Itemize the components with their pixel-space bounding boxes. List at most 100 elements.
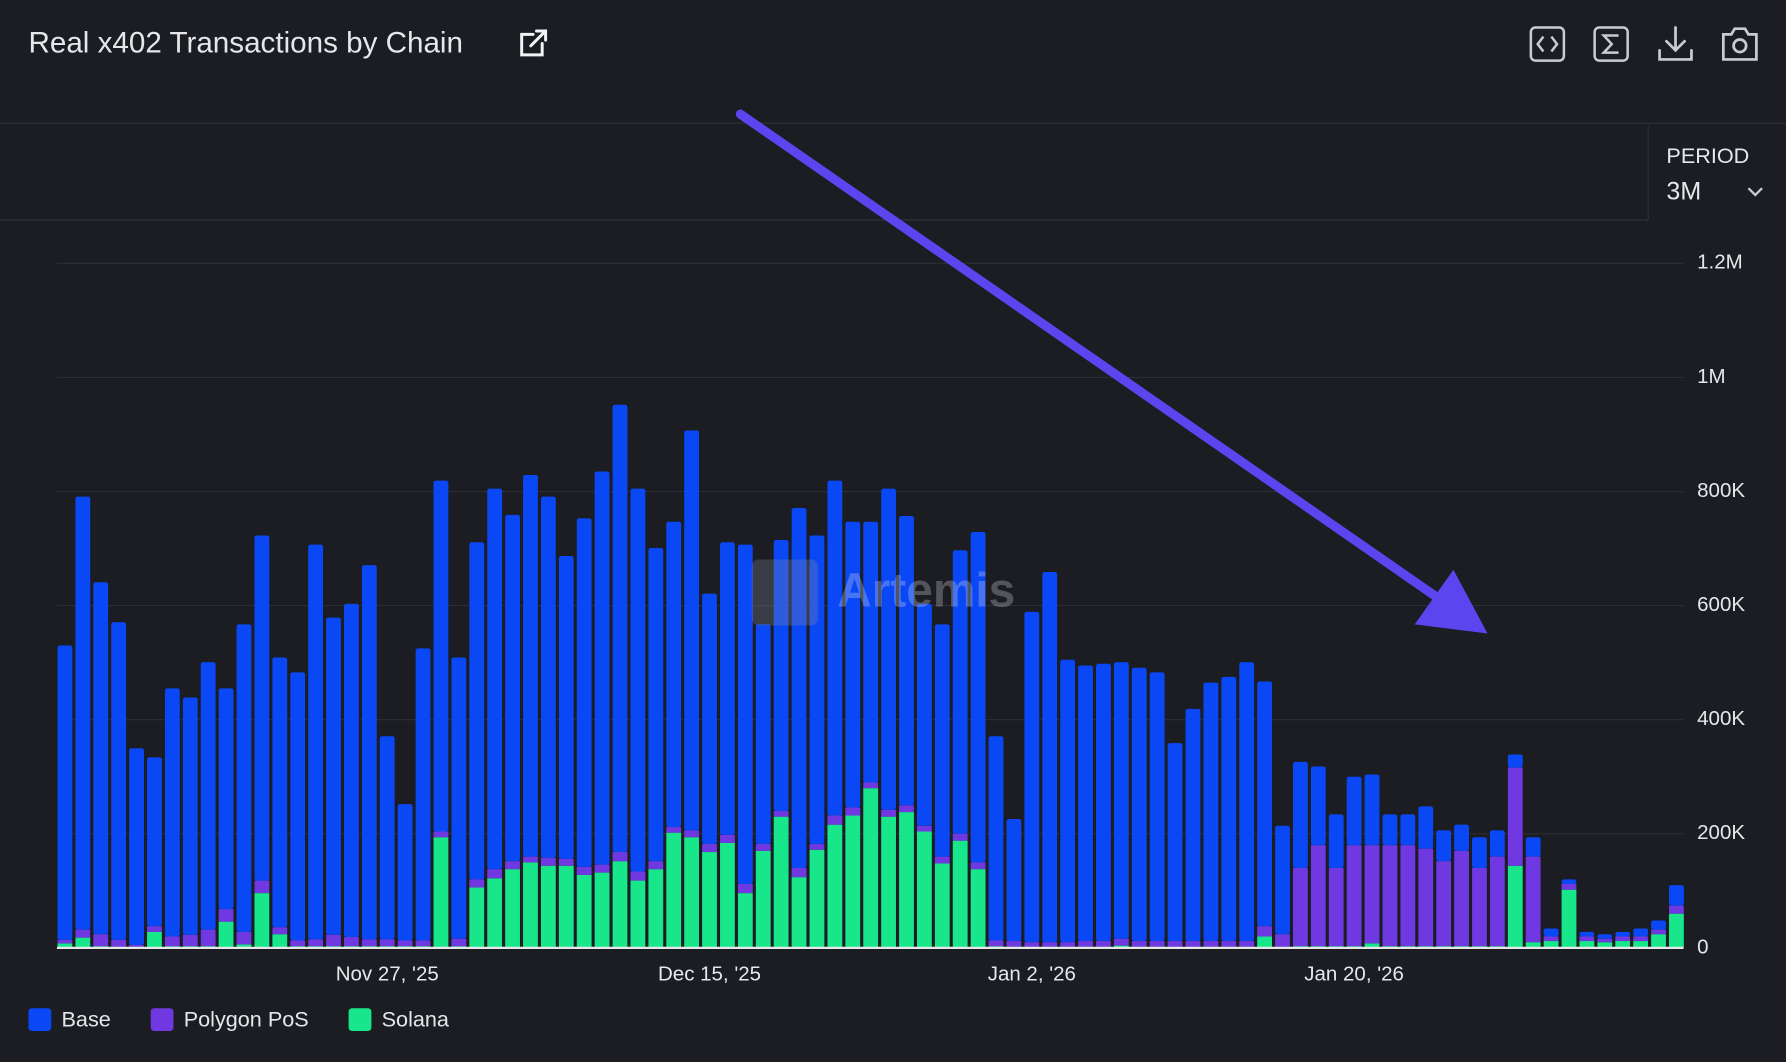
bar-segment <box>1615 931 1631 937</box>
bar-segment <box>1418 806 1434 849</box>
bar-segment <box>863 788 879 948</box>
bar-segment <box>1131 667 1147 942</box>
download-icon[interactable] <box>1658 26 1693 61</box>
x-tick-label: Jan 2, '26 <box>988 963 1076 986</box>
bar-segment <box>1454 850 1469 947</box>
bar-segment <box>1239 941 1255 947</box>
camera-icon[interactable] <box>1721 27 1758 61</box>
bar-segment <box>1525 837 1541 857</box>
bar-segment <box>845 815 861 948</box>
bar-segment <box>1579 931 1595 937</box>
bar-segment <box>254 880 270 894</box>
bar-segment <box>1257 926 1273 937</box>
bar-segment <box>1042 571 1058 943</box>
bar-segment <box>1310 766 1326 846</box>
bar-segment <box>1203 682 1219 942</box>
x-tick-label: Nov 27, '25 <box>336 963 439 986</box>
bar-segment <box>505 861 520 870</box>
bar-segment <box>308 544 324 940</box>
bar-segment <box>200 662 216 930</box>
bar-segment <box>75 937 91 948</box>
bar-segment <box>666 826 682 833</box>
bar-segment <box>1221 676 1237 942</box>
bar-segment <box>1669 905 1684 914</box>
bar-segment <box>218 921 234 948</box>
bar-segment <box>540 865 556 948</box>
watermark-logo <box>751 559 818 626</box>
bar-segment <box>720 842 735 948</box>
bar-segment <box>809 849 825 948</box>
bar-segment <box>737 883 753 894</box>
bar-segment <box>1400 845 1416 947</box>
bar-segment <box>899 516 914 806</box>
bar-segment <box>164 936 180 947</box>
bar-segment <box>1346 845 1362 947</box>
bar-segment <box>1436 861 1452 947</box>
bar-segment <box>1382 814 1398 846</box>
bar-segment <box>737 544 753 884</box>
legend-item[interactable]: Solana <box>348 1007 450 1032</box>
bar-segment <box>290 672 306 941</box>
bar-segment <box>254 535 270 881</box>
bar-segment <box>827 480 843 816</box>
bar-segment <box>916 825 932 832</box>
bar-segment <box>845 807 861 816</box>
chart-title: Real x402 Transactions by Chain <box>28 26 463 59</box>
external-link-icon[interactable] <box>520 29 548 57</box>
bar-segment <box>272 657 288 928</box>
embed-icon[interactable] <box>1529 26 1566 62</box>
period-value[interactable]: 3M <box>1666 177 1701 205</box>
bar-segment <box>934 856 950 864</box>
bar-segment <box>540 496 556 858</box>
bar-segment <box>236 624 252 932</box>
bar-segment <box>75 929 91 938</box>
bar-segment <box>970 532 986 863</box>
sum-icon[interactable] <box>1593 26 1629 62</box>
bar-segment <box>164 688 180 937</box>
bar-segment <box>988 736 1004 941</box>
y-tick-label: 0 <box>1697 935 1708 958</box>
bar-segment <box>1060 942 1076 947</box>
bar-segment <box>630 880 646 948</box>
legend-item[interactable]: Base <box>28 1007 111 1032</box>
bar-segment <box>1257 936 1273 948</box>
bar-segment <box>1006 941 1022 947</box>
bar-segment <box>308 939 324 947</box>
bar-segment <box>129 945 144 947</box>
bar-segment <box>648 869 664 948</box>
bar-segment <box>881 809 896 817</box>
arrow-shaft <box>735 109 1452 609</box>
bar-segment <box>487 488 503 870</box>
period-selector[interactable]: PERIOD 3M <box>1666 143 1763 205</box>
bar-segment <box>254 893 270 948</box>
bar-segment <box>1615 941 1631 948</box>
bar-segment <box>773 816 789 948</box>
bar-segment <box>433 831 449 838</box>
bar-segment <box>952 550 968 834</box>
bar-segment <box>1651 934 1666 948</box>
bar-segment <box>791 868 807 878</box>
bar-segment <box>218 688 234 910</box>
bar-segment <box>1078 941 1093 947</box>
bar-segment <box>272 934 288 948</box>
bar-segment <box>1364 774 1380 846</box>
legend-item[interactable]: Polygon PoS <box>150 1007 309 1032</box>
bar-segment <box>773 810 789 817</box>
bar-segment <box>1669 885 1684 906</box>
bar-segment <box>57 939 73 944</box>
y-tick-label: 1.2M <box>1697 251 1743 274</box>
legend-label: Solana <box>382 1007 450 1032</box>
bar-segment <box>1078 665 1093 942</box>
bar-segment <box>666 832 682 948</box>
bar-segment <box>523 862 538 948</box>
bar-segment <box>1203 941 1219 947</box>
bar-segment <box>934 863 950 948</box>
bar-segment <box>863 521 879 783</box>
bar-segment <box>1310 845 1326 947</box>
bar-segment <box>1167 941 1183 947</box>
y-tick-label: 800K <box>1697 479 1745 502</box>
bar-segment <box>594 864 610 873</box>
bar-segment <box>1060 659 1076 943</box>
bar-segment <box>505 514 520 862</box>
